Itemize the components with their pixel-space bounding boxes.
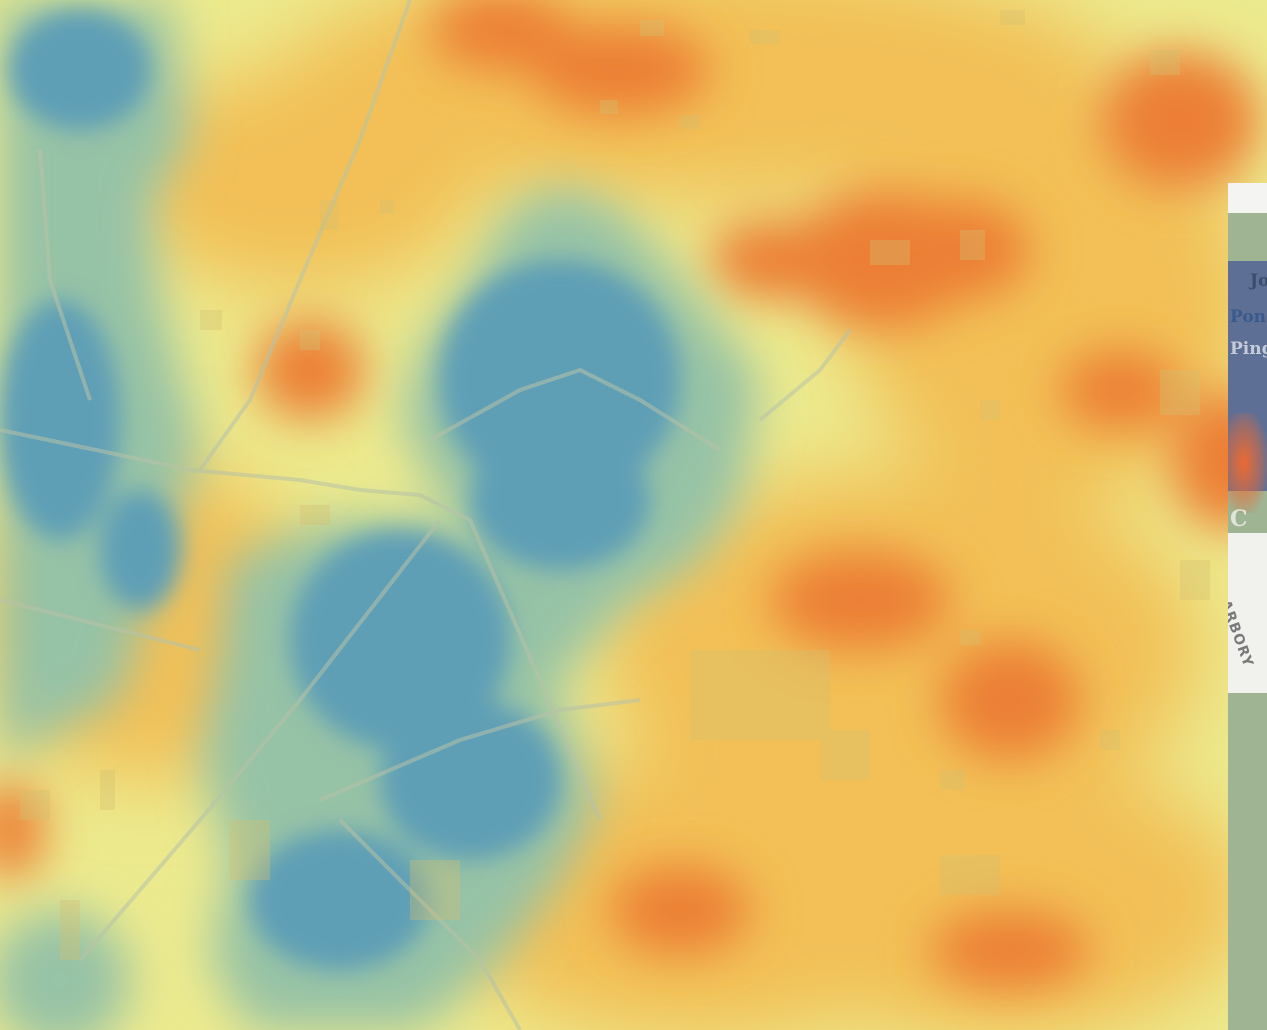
- hot-zone: [770, 550, 950, 650]
- building: [1160, 370, 1200, 415]
- road: [0, 598, 201, 652]
- road: [758, 328, 852, 422]
- building: [680, 115, 700, 129]
- building: [690, 650, 830, 740]
- road: [38, 149, 92, 401]
- building: [1180, 560, 1210, 600]
- hot-zone: [1060, 350, 1180, 430]
- building: [600, 100, 618, 114]
- road: [429, 367, 722, 452]
- building: [960, 230, 985, 260]
- cool-core: [250, 830, 430, 970]
- warm-zone: [750, 760, 1250, 1030]
- hot-zone: [1100, 50, 1260, 190]
- building: [300, 505, 330, 525]
- place-label: Jo: [1250, 271, 1267, 291]
- building: [20, 790, 50, 820]
- building: [1100, 730, 1120, 750]
- hot-zone: [610, 865, 750, 955]
- road: [78, 518, 442, 962]
- cool-core: [290, 530, 510, 750]
- building: [870, 240, 910, 265]
- cool-core: [440, 260, 680, 500]
- building: [60, 900, 80, 960]
- building: [640, 20, 664, 36]
- building: [1000, 10, 1025, 25]
- building: [940, 770, 965, 790]
- building: [230, 820, 270, 880]
- place-label: C: [1230, 506, 1248, 532]
- building: [820, 730, 870, 780]
- road: [198, 0, 412, 472]
- building-footprints: [20, 10, 1210, 960]
- building: [380, 200, 394, 214]
- building: [320, 200, 338, 230]
- building: [750, 30, 780, 44]
- place-label: Ping: [1230, 339, 1267, 359]
- road: [338, 818, 522, 1030]
- hot-zone: [890, 200, 1030, 300]
- adjacent-map-panel[interactable]: Jo Pon Ping C ARBORY: [1228, 183, 1267, 1030]
- hot-zone: [430, 0, 570, 70]
- building: [960, 630, 980, 645]
- cool-core-zones: [0, 10, 680, 970]
- road-area: [1228, 533, 1267, 693]
- building: [1150, 50, 1180, 75]
- hot-zone: [930, 910, 1090, 990]
- hot-zones: [0, 0, 1267, 990]
- panel-header-strip: [1228, 183, 1267, 213]
- warm-zone: [120, 70, 480, 290]
- cool-core: [470, 430, 650, 570]
- building: [100, 770, 115, 810]
- building: [940, 855, 1000, 895]
- road: [319, 698, 641, 802]
- building: [300, 330, 320, 350]
- hot-zone: [530, 25, 710, 115]
- building: [200, 310, 222, 330]
- road: [0, 428, 602, 821]
- hot-zone: [255, 320, 365, 420]
- hot-zone: [940, 640, 1080, 760]
- place-label: Pon: [1230, 307, 1267, 327]
- cool-core: [100, 490, 180, 610]
- cool-core: [380, 700, 560, 860]
- building: [980, 400, 1000, 420]
- cool-core: [0, 300, 120, 540]
- road-network: [0, 0, 852, 1030]
- building: [410, 860, 460, 920]
- panel-hot-spot: [1228, 413, 1267, 513]
- hot-zone: [0, 780, 45, 880]
- cool-core: [10, 10, 150, 130]
- hot-zone: [710, 220, 830, 300]
